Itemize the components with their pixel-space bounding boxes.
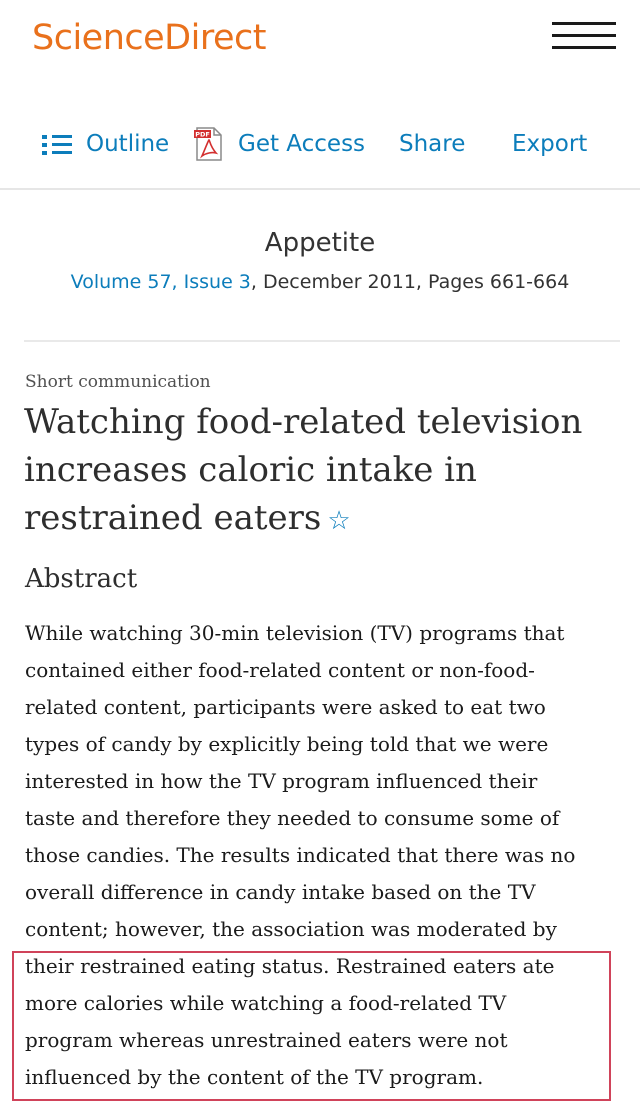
journal-meta: Volume 57, Issue 3, December 2011, Pages… <box>0 271 640 293</box>
toolbar-divider <box>0 188 640 190</box>
get-access-button[interactable]: PDF Get Access <box>194 124 365 164</box>
outline-label: Outline <box>86 131 170 157</box>
abstract-heading: Abstract <box>25 564 138 594</box>
article-title-text: Watching food-related television increas… <box>24 402 583 538</box>
outline-button[interactable]: Outline <box>42 124 169 164</box>
abstract-line: program whereas unrestrained eaters were… <box>25 1028 508 1052</box>
highlight-annotation-box <box>12 951 611 1101</box>
article-toolbar: Outline PDF Get Access Share Export <box>0 110 640 180</box>
hamburger-menu-icon[interactable] <box>552 22 618 52</box>
abstract-line: influenced by the content of the TV prog… <box>25 1065 484 1089</box>
abstract-line: overall difference in candy intake based… <box>25 880 536 904</box>
abstract-line: contained either food-related content or… <box>25 658 535 682</box>
export-label: Export <box>512 131 588 157</box>
abstract-line: related content, participants were asked… <box>25 695 546 719</box>
svg-text:PDF: PDF <box>195 131 210 139</box>
abstract-body: While watching 30-min television (TV) pr… <box>25 615 625 1096</box>
abstract-line: types of candy by explicitly being told … <box>25 732 549 756</box>
sciencedirect-logo[interactable]: ScienceDirect <box>32 18 266 58</box>
article-type: Short communication <box>25 372 211 392</box>
date-pages: , December 2011, Pages 661-664 <box>250 271 570 293</box>
share-label: Share <box>399 131 466 157</box>
abstract-line: taste and therefore they needed to consu… <box>25 806 560 830</box>
section-divider <box>24 340 620 342</box>
share-button[interactable]: Share <box>399 124 465 164</box>
article-title: Watching food-related television increas… <box>24 398 624 545</box>
abstract-line: interested in how the TV program influen… <box>25 769 538 793</box>
abstract-line: content; however, the association was mo… <box>25 917 557 941</box>
pdf-icon: PDF <box>194 127 222 161</box>
abstract-line: those candies. The results indicated tha… <box>25 843 576 867</box>
abstract-line: While watching 30-min television (TV) pr… <box>25 621 565 645</box>
list-icon <box>42 132 76 156</box>
get-access-label: Get Access <box>238 131 366 157</box>
abstract-line: their restrained eating status. Restrain… <box>25 954 555 978</box>
star-icon[interactable]: ☆ <box>327 506 351 536</box>
export-button[interactable]: Export <box>512 124 587 164</box>
abstract-line: more calories while watching a food-rela… <box>25 991 507 1015</box>
site-header: ScienceDirect <box>0 0 640 90</box>
volume-issue-link[interactable]: Volume 57, Issue 3 <box>70 271 251 293</box>
journal-title[interactable]: Appetite <box>264 228 376 258</box>
